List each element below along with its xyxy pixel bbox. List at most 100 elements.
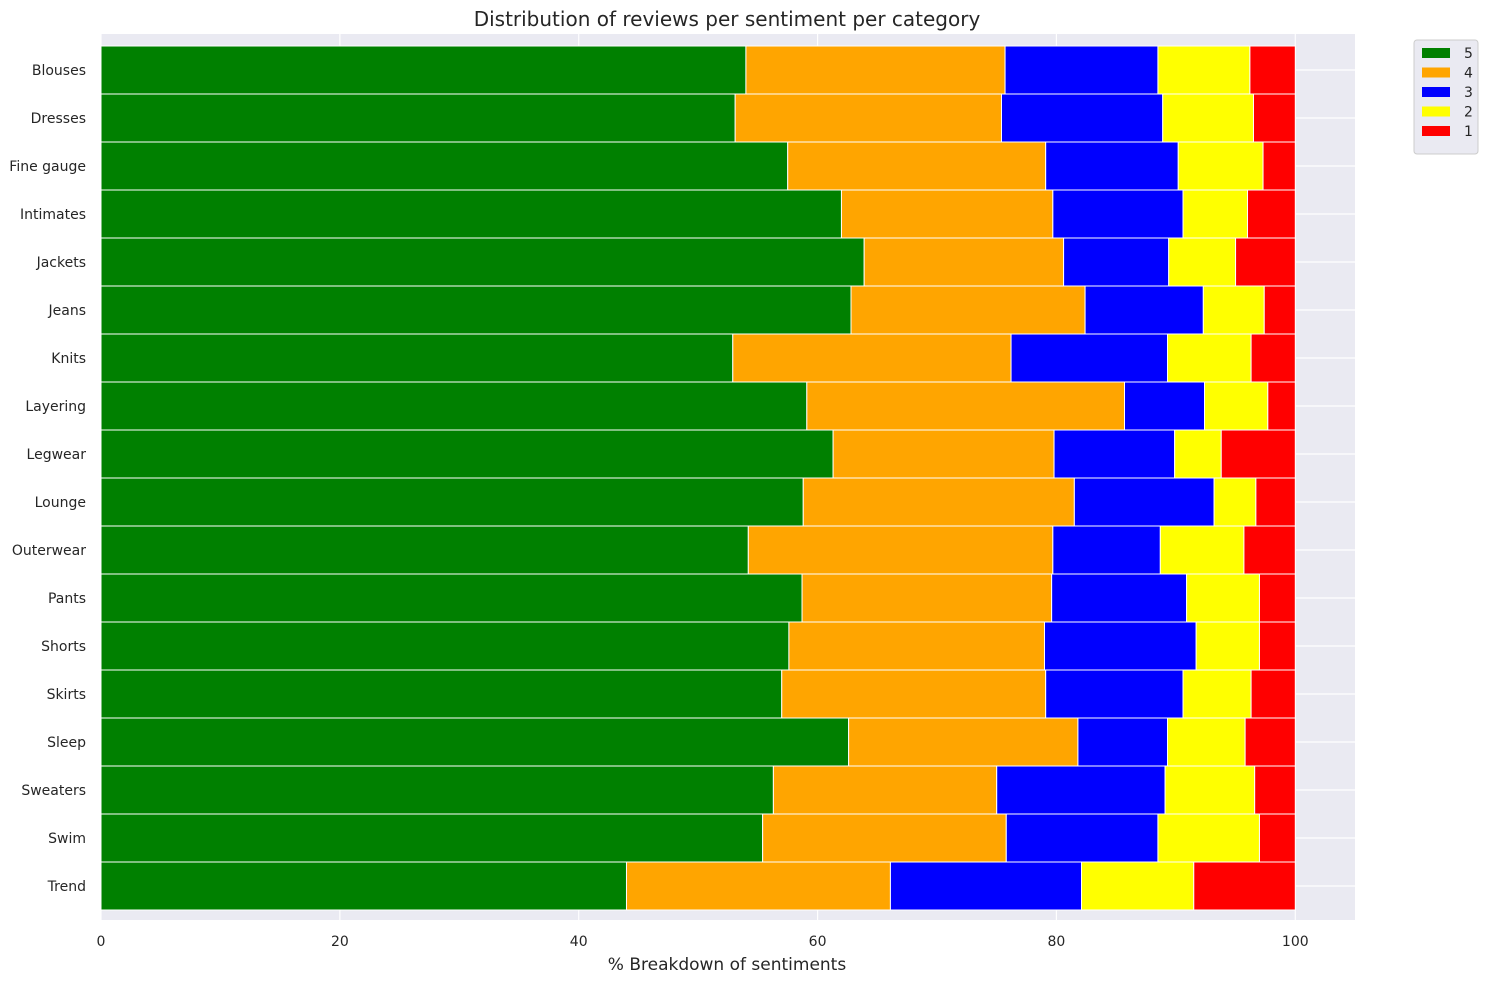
bar-sleep-4 xyxy=(848,717,1079,767)
bar-fine-gauge-3 xyxy=(1045,141,1179,191)
x-tick-label: 60 xyxy=(809,934,827,950)
bar-skirts-1 xyxy=(1250,669,1296,719)
y-tick-label: Intimates xyxy=(20,207,86,223)
bar-intimates-1 xyxy=(1247,189,1296,239)
y-tick-label: Dresses xyxy=(31,111,86,127)
bar-sweaters-1 xyxy=(1254,765,1296,815)
legend-label-2: 2 xyxy=(1464,105,1473,121)
bar-jeans-2 xyxy=(1202,285,1265,335)
legend-label-5: 5 xyxy=(1464,46,1473,62)
bar-shorts-3 xyxy=(1043,621,1197,671)
bar-sweaters-4 xyxy=(772,765,998,815)
y-tick-label: Outerwear xyxy=(12,543,86,559)
bar-layering-5 xyxy=(100,381,808,431)
bar-sweaters-3 xyxy=(996,765,1166,815)
y-tick-labels: Blouses Dresses Fine gauge Intimates Jackets… xyxy=(9,63,86,895)
y-tick-label: Swim xyxy=(48,831,86,847)
bar-intimates-2 xyxy=(1182,189,1249,239)
bar-sleep-5 xyxy=(100,717,850,767)
bar-legwear-4 xyxy=(832,429,1055,479)
bar-trend-4 xyxy=(625,861,891,911)
bar-outerwear-1 xyxy=(1243,525,1296,575)
bar-fine-gauge-2 xyxy=(1177,141,1264,191)
y-tick-label: Blouses xyxy=(32,63,86,79)
y-tick-label: Lounge xyxy=(35,495,86,511)
y-tick-label: Sweaters xyxy=(21,783,86,799)
bar-jeans-1 xyxy=(1263,285,1296,335)
bar-outerwear-4 xyxy=(747,525,1054,575)
bar-trend-5 xyxy=(100,861,627,911)
legend-swatch-3 xyxy=(1422,87,1450,97)
y-tick-label: Jeans xyxy=(48,303,87,319)
x-tick-label: 0 xyxy=(97,934,106,950)
bar-pants-1 xyxy=(1258,573,1296,623)
bar-legwear-1 xyxy=(1220,429,1296,479)
bar-outerwear-5 xyxy=(100,525,749,575)
bar-blouses-3 xyxy=(1004,45,1159,95)
legend: 5 4 3 2 1 xyxy=(1413,39,1479,155)
y-tick-label: Pants xyxy=(48,591,86,607)
bar-swim-2 xyxy=(1157,813,1260,863)
bar-fine-gauge-5 xyxy=(100,141,789,191)
legend-swatch-2 xyxy=(1422,106,1450,117)
bar-pants-5 xyxy=(100,573,803,623)
bar-knits-1 xyxy=(1250,333,1296,383)
x-tick-label: 20 xyxy=(331,934,349,950)
bar-sleep-1 xyxy=(1244,717,1296,767)
bar-shorts-5 xyxy=(100,621,790,671)
bar-jeans-3 xyxy=(1084,285,1204,335)
bar-jackets-5 xyxy=(100,237,865,287)
bar-legwear-5 xyxy=(100,429,834,479)
bar-lounge-4 xyxy=(802,477,1075,527)
bar-trend-3 xyxy=(889,861,1083,911)
bar-dresses-5 xyxy=(100,93,736,143)
bar-sweaters-5 xyxy=(100,765,774,815)
y-tick-label: Fine gauge xyxy=(9,159,86,175)
bar-swim-4 xyxy=(762,813,1007,863)
bar-swim-3 xyxy=(1005,813,1159,863)
x-tick-label: 40 xyxy=(570,934,588,950)
bar-layering-2 xyxy=(1204,381,1269,431)
bar-pants-3 xyxy=(1051,573,1188,623)
bar-sleep-3 xyxy=(1077,717,1168,767)
bar-jeans-4 xyxy=(850,285,1086,335)
y-tick-label: Trend xyxy=(47,879,86,895)
bar-knits-2 xyxy=(1166,333,1252,383)
y-tick-label: Knits xyxy=(51,351,86,367)
legend-swatch-1 xyxy=(1422,126,1450,136)
legend-label-3: 3 xyxy=(1464,85,1473,101)
bar-dresses-2 xyxy=(1162,93,1254,143)
bar-skirts-3 xyxy=(1045,669,1184,719)
bar-knits-4 xyxy=(732,333,1012,383)
bar-pants-4 xyxy=(801,573,1053,623)
bar-trend-2 xyxy=(1081,861,1195,911)
bar-skirts-2 xyxy=(1182,669,1252,719)
bar-swim-5 xyxy=(100,813,764,863)
bar-blouses-4 xyxy=(745,45,1006,95)
y-tick-label: Shorts xyxy=(41,639,86,655)
bar-intimates-5 xyxy=(100,189,842,239)
y-tick-label: Skirts xyxy=(47,687,86,703)
y-tick-label: Sleep xyxy=(47,735,86,751)
chart-title: Distribution of reviews per sentiment pe… xyxy=(474,7,981,31)
bar-jackets-4 xyxy=(863,237,1065,287)
legend-label-1: 1 xyxy=(1464,124,1473,140)
bar-blouses-5 xyxy=(100,45,747,95)
bars xyxy=(100,45,1296,911)
bar-shorts-1 xyxy=(1258,621,1296,671)
bar-legwear-2 xyxy=(1174,429,1222,479)
y-tick-label: Jackets xyxy=(36,255,86,271)
bar-shorts-4 xyxy=(788,621,1045,671)
bar-jackets-3 xyxy=(1063,237,1170,287)
bar-knits-3 xyxy=(1010,333,1168,383)
bar-jeans-5 xyxy=(100,285,852,335)
bar-lounge-5 xyxy=(100,477,804,527)
bar-intimates-4 xyxy=(840,189,1054,239)
bar-trend-1 xyxy=(1193,861,1296,911)
bar-lounge-1 xyxy=(1255,477,1296,527)
bar-jackets-1 xyxy=(1235,237,1296,287)
y-tick-label: Layering xyxy=(25,399,86,415)
bar-pants-2 xyxy=(1186,573,1260,623)
x-tick-label: 100 xyxy=(1282,934,1309,950)
